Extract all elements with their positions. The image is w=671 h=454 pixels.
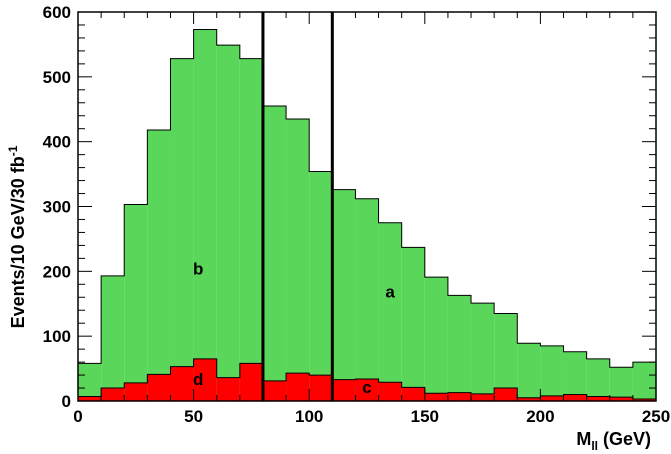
histogram-bar-series-1 <box>332 189 356 401</box>
x-axis-title: Mll (GeV) <box>576 429 651 453</box>
region-label-d: d <box>193 370 203 389</box>
histogram-bar-series-1 <box>632 362 656 401</box>
histogram-bar-series-2 <box>401 387 425 401</box>
region-label-c: c <box>362 378 371 397</box>
histogram-bar-series-1 <box>586 358 610 401</box>
x-axis-title-unit: (GeV) <box>603 429 651 449</box>
x-tick-label: 0 <box>73 407 82 426</box>
x-axis-title-subscript: ll <box>591 439 598 453</box>
histogram-bar-series-2 <box>239 363 263 401</box>
histogram-bar-series-1 <box>563 351 587 401</box>
histogram-bar-series-2 <box>286 373 310 401</box>
x-tick-label: 100 <box>295 407 323 426</box>
y-tick-label: 500 <box>43 68 71 87</box>
histogram-bar-series-1 <box>309 171 333 401</box>
y-tick-label: 100 <box>43 327 71 346</box>
y-tick-label: 200 <box>43 262 71 281</box>
y-axis-title-superscript: -1 <box>6 145 20 156</box>
histogram-bar-series-1 <box>286 118 310 401</box>
histogram-bar-series-2 <box>586 396 610 401</box>
histogram-bar-series-2 <box>632 399 656 401</box>
histogram-bar-series-2 <box>262 380 287 401</box>
histogram-bar-series-1 <box>355 198 379 401</box>
histogram-bar-series-1 <box>216 45 240 401</box>
x-tick-label: 50 <box>184 407 203 426</box>
y-tick-label: 600 <box>43 3 71 22</box>
region-label-a: a <box>385 282 395 301</box>
histogram-bar-series-1 <box>378 222 402 401</box>
histogram-bar-series-1 <box>471 303 495 401</box>
histogram-bar-series-1 <box>447 295 472 401</box>
histogram-bar-series-1 <box>147 129 171 401</box>
histogram-bar-series-2 <box>332 379 356 401</box>
histogram-bar-series-2 <box>147 374 171 401</box>
histogram-bar-series-2 <box>101 388 125 401</box>
plot-area: b a d c <box>77 12 657 402</box>
histogram-bar-series-1 <box>101 275 125 401</box>
histogram-bar-series-2 <box>355 378 379 401</box>
x-tick-label: 200 <box>526 407 554 426</box>
histogram-bar-series-1 <box>239 58 263 402</box>
histogram-bar-series-2 <box>471 393 495 401</box>
histogram-bar-series-2 <box>378 382 402 401</box>
histogram-bar-series-1 <box>262 106 287 401</box>
histogram-bar-series-1 <box>124 204 148 401</box>
x-axis-title-main: M <box>576 429 591 449</box>
histogram-bar-series-2 <box>494 388 518 401</box>
histogram-bar-series-1 <box>540 345 564 401</box>
histogram-bar-series-2 <box>563 394 587 401</box>
histogram-bar-series-1 <box>424 277 448 401</box>
histogram-bar-series-2 <box>309 375 333 401</box>
histogram-bar-series-1 <box>609 367 633 401</box>
histogram-bar-series-2 <box>609 397 633 401</box>
histogram-bar-series-2 <box>540 395 564 401</box>
x-tick-label: 250 <box>642 407 670 426</box>
histogram-bar-series-2 <box>193 358 217 401</box>
histogram-bar-series-2 <box>517 397 541 401</box>
axes: 0 100 200 300 400 500 600 0 50 100 150 200 250 <box>43 3 671 426</box>
histogram-bar-series-1 <box>78 363 102 401</box>
histogram-bar-series-2 <box>216 377 240 401</box>
x-tick-label: 150 <box>411 407 439 426</box>
y-tick-label: 300 <box>43 198 71 217</box>
histogram-bar-series-1 <box>401 247 425 401</box>
histogram-bar-series-1 <box>517 343 541 401</box>
histogram-bar-series-2 <box>78 396 102 401</box>
y-tick-label: 400 <box>43 133 71 152</box>
histogram-bar-series-2 <box>447 392 472 401</box>
histogram-outline-series-1 <box>77 29 657 401</box>
y-axis-title: Events/10 GeV/30 fb-1 <box>6 145 28 328</box>
histogram-bar-series-1 <box>193 29 217 401</box>
y-axis-title-main: Events/10 GeV/30 fb <box>8 156 28 328</box>
histogram-bar-series-1 <box>170 58 194 402</box>
histogram-bar-series-2 <box>424 393 448 401</box>
histogram-bar-series-1 <box>494 313 518 401</box>
histogram-bar-series-2 <box>170 366 194 401</box>
y-tick-label: 0 <box>62 392 71 411</box>
histogram-bar-series-2 <box>124 382 148 401</box>
region-label-b: b <box>193 260 203 279</box>
